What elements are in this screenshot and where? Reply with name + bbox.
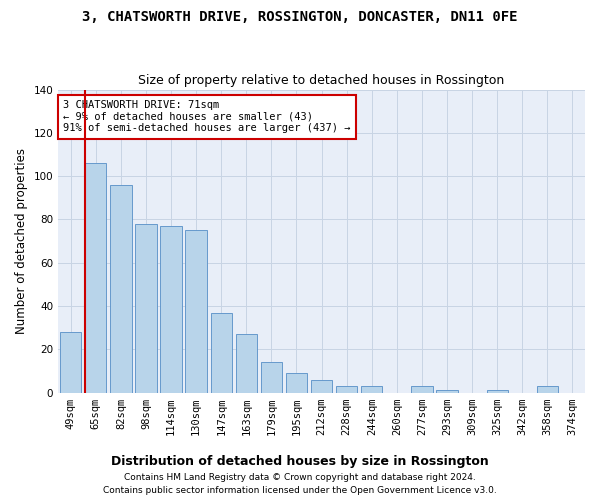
Y-axis label: Number of detached properties: Number of detached properties <box>15 148 28 334</box>
Bar <box>136 224 157 392</box>
Bar <box>286 373 307 392</box>
Text: 3 CHATSWORTH DRIVE: 71sqm
← 9% of detached houses are smaller (43)
91% of semi-d: 3 CHATSWORTH DRIVE: 71sqm ← 9% of detach… <box>64 100 351 134</box>
Bar <box>436 390 458 392</box>
Text: Contains public sector information licensed under the Open Government Licence v3: Contains public sector information licen… <box>103 486 497 495</box>
Bar <box>361 386 382 392</box>
Bar <box>311 380 332 392</box>
Bar <box>336 386 358 392</box>
Text: Distribution of detached houses by size in Rossington: Distribution of detached houses by size … <box>111 454 489 468</box>
Bar <box>185 230 207 392</box>
Bar <box>236 334 257 392</box>
Text: 3, CHATSWORTH DRIVE, ROSSINGTON, DONCASTER, DN11 0FE: 3, CHATSWORTH DRIVE, ROSSINGTON, DONCAST… <box>82 10 518 24</box>
Bar <box>411 386 433 392</box>
Bar <box>60 332 82 392</box>
Bar <box>160 226 182 392</box>
Bar <box>487 390 508 392</box>
Bar <box>85 163 106 392</box>
Bar <box>110 185 131 392</box>
Bar <box>261 362 282 392</box>
Bar <box>537 386 558 392</box>
Title: Size of property relative to detached houses in Rossington: Size of property relative to detached ho… <box>139 74 505 87</box>
Text: Contains HM Land Registry data © Crown copyright and database right 2024.: Contains HM Land Registry data © Crown c… <box>124 474 476 482</box>
Bar <box>211 312 232 392</box>
